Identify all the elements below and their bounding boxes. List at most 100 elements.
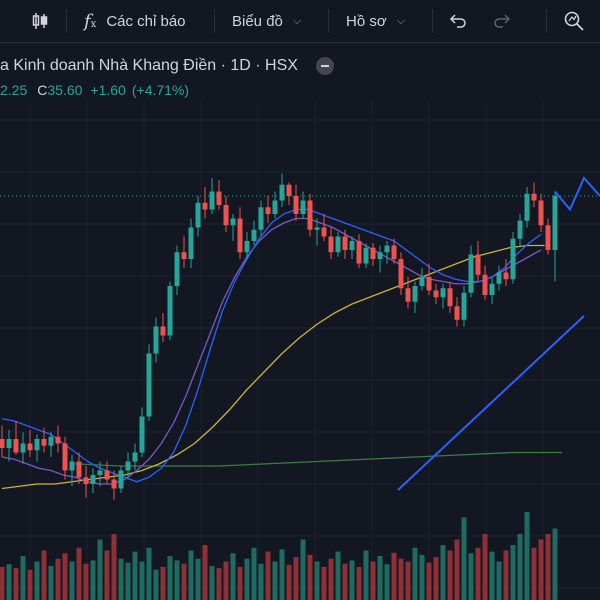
indicators-button[interactable]: fx Các chỉ báo <box>84 0 186 42</box>
candle-body <box>251 229 257 241</box>
volume-bar <box>237 567 243 600</box>
candle-body <box>41 439 47 446</box>
volume-bar <box>293 557 299 600</box>
indicators-label: Các chỉ báo <box>106 12 186 30</box>
volume-bar <box>433 557 439 600</box>
volume-bar <box>356 567 362 600</box>
redo-icon[interactable] <box>492 0 512 42</box>
volume-bar <box>258 563 264 600</box>
volume-bar <box>223 561 229 600</box>
volume-bar <box>342 563 348 600</box>
undo-icon[interactable] <box>448 0 468 42</box>
close-value: 35.60 <box>47 82 83 98</box>
volume-bar <box>370 561 376 600</box>
volume-bar <box>300 539 306 600</box>
candle-body <box>244 241 250 253</box>
candle-body <box>482 274 488 295</box>
candle-body <box>34 439 40 451</box>
toolbar-separator <box>66 9 67 33</box>
volume-bar <box>447 550 453 600</box>
search-zoom-icon[interactable] <box>562 0 586 42</box>
volume-bar <box>482 534 488 600</box>
candle-body <box>202 202 208 210</box>
volume-bar <box>202 545 208 600</box>
candle-body <box>426 277 432 291</box>
volume-bar <box>6 564 12 600</box>
change-value: +1.60 <box>90 82 126 98</box>
volume-bar <box>55 558 61 600</box>
volume-bar <box>321 567 327 600</box>
candle-body <box>27 443 33 451</box>
volume-bar <box>48 565 54 600</box>
volume-bar <box>216 568 222 600</box>
candle-body <box>377 252 383 259</box>
candle-body <box>342 236 348 250</box>
price-chart[interactable] <box>0 100 600 600</box>
candle-body <box>328 236 334 253</box>
collapse-legend-button[interactable] <box>315 57 334 75</box>
volume-bar <box>454 539 460 600</box>
profile-dropdown[interactable]: Hồ sơ ⌵ <box>346 0 405 42</box>
candle-body <box>258 207 264 230</box>
candle-body <box>195 202 201 228</box>
volume-bar <box>391 552 397 600</box>
volume-bar <box>90 560 96 600</box>
moving-average-blue <box>1 208 542 483</box>
volume-bar <box>531 547 537 600</box>
candle-body <box>6 439 12 448</box>
candle-body <box>363 247 369 264</box>
candle-body <box>83 477 89 484</box>
volume-bar <box>188 550 194 600</box>
candle-body <box>216 191 222 205</box>
volume-bar <box>335 551 341 600</box>
volume-bar <box>83 563 89 600</box>
candle-body <box>454 306 460 320</box>
chevron-down-icon: ⌵ <box>292 14 302 27</box>
volume-bar <box>517 534 523 600</box>
volume-bar <box>104 550 110 600</box>
volume-bar <box>265 551 271 600</box>
candle-body <box>405 288 411 302</box>
volume-bar <box>244 558 250 600</box>
volume-bar <box>510 545 516 600</box>
candle-body <box>188 227 194 259</box>
volume-bar <box>412 547 418 600</box>
candle-body <box>489 283 495 295</box>
candle-body <box>475 254 481 275</box>
candle-body <box>349 241 355 250</box>
top-toolbar: fx Các chỉ báo Biểu đồ ⌵ Hồ sơ ⌵ <box>0 0 600 43</box>
candle-body <box>55 436 61 444</box>
volume-bar <box>160 567 166 600</box>
close-label: C <box>37 82 48 98</box>
volume-bar <box>76 547 82 600</box>
projection-drawing <box>554 176 600 212</box>
candlestick-icon[interactable] <box>30 0 50 42</box>
volume-bar <box>146 547 152 600</box>
volume-bar <box>538 539 544 600</box>
volume-bar <box>181 563 187 600</box>
chart-type-dropdown[interactable]: Biểu đồ ⌵ <box>232 0 301 42</box>
candle-body <box>111 479 117 489</box>
volume-bar <box>349 560 355 600</box>
candle-body <box>104 470 110 480</box>
volume-bar <box>41 550 47 600</box>
volume-bar <box>405 561 411 600</box>
volume-bar <box>27 569 33 600</box>
volume-bar <box>132 551 138 600</box>
low-value: 2.25 <box>0 82 28 98</box>
candle-body <box>76 461 82 478</box>
chart-type-label: Biểu đồ <box>232 12 283 30</box>
candle-body <box>538 200 544 226</box>
volume-bar <box>461 517 467 600</box>
candle-body <box>552 196 558 250</box>
volume-bar <box>377 556 383 600</box>
candle-body <box>545 225 551 250</box>
candle-body <box>447 288 453 307</box>
volume-bar <box>125 562 131 600</box>
moving-average-green <box>71 451 562 467</box>
volume-bar <box>545 534 551 600</box>
profile-label: Hồ sơ <box>346 12 387 30</box>
candle-body <box>125 461 131 471</box>
volume-bar <box>314 561 320 600</box>
candle-body <box>384 245 390 253</box>
